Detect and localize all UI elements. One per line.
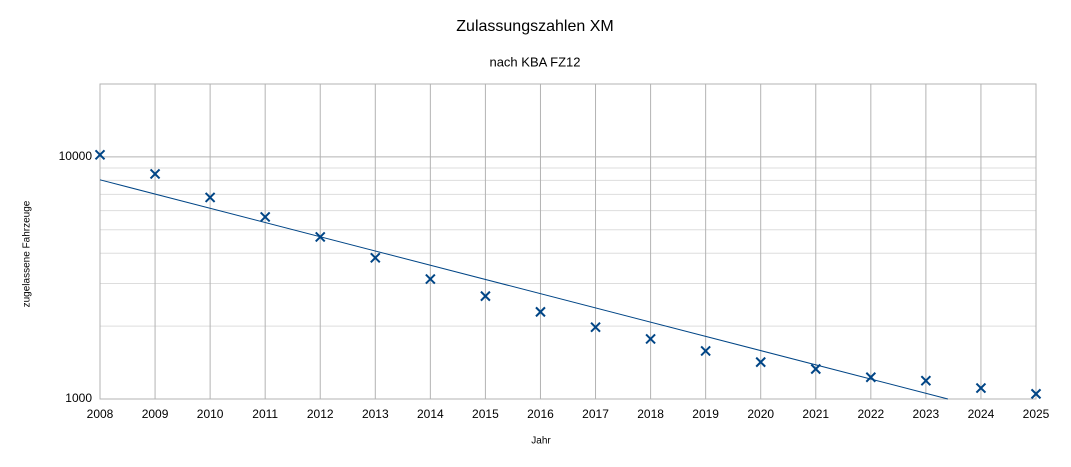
marker-stroke xyxy=(1030,388,1042,400)
marker-stroke xyxy=(975,382,987,394)
data-point xyxy=(865,372,877,383)
data-point xyxy=(810,363,821,375)
data-point xyxy=(975,382,987,394)
chart-title: Zulassungszahlen XM xyxy=(456,18,613,35)
chart-subtitle: nach KBA FZ12 xyxy=(489,54,580,69)
data-point xyxy=(149,168,161,180)
marker-stroke xyxy=(590,321,601,333)
x-axis-label: Jahr xyxy=(531,436,551,447)
marker-stroke xyxy=(370,252,381,264)
marker-stroke xyxy=(865,372,877,383)
x-tick-label: 2019 xyxy=(692,407,719,421)
x-tick-label: 2021 xyxy=(802,407,829,421)
x-tick-label: 2025 xyxy=(1023,407,1050,421)
x-tick-label: 2015 xyxy=(472,407,499,421)
x-tick-label: 2018 xyxy=(637,407,664,421)
marker-stroke xyxy=(920,375,932,386)
data-point xyxy=(920,375,932,386)
x-tick-label: 2024 xyxy=(968,407,995,421)
marker-stroke xyxy=(645,333,656,345)
data-point xyxy=(259,211,271,223)
x-tick-label: 2014 xyxy=(417,407,444,421)
marker-stroke xyxy=(480,290,491,302)
x-tick-label: 2011 xyxy=(252,407,278,421)
x-tick-label: 2017 xyxy=(582,407,609,421)
marker-stroke xyxy=(700,345,711,357)
data-point xyxy=(480,290,491,302)
x-tick-label: 2010 xyxy=(197,407,224,421)
x-tick-label: 2013 xyxy=(362,407,389,421)
plot-frame xyxy=(99,83,1037,400)
data-point xyxy=(1030,388,1042,400)
data-point xyxy=(315,231,326,243)
marker-stroke xyxy=(149,168,161,180)
x-tick-label: 2022 xyxy=(857,407,884,421)
data-point xyxy=(590,321,601,333)
data-point xyxy=(700,345,711,357)
x-tick-label: 2023 xyxy=(913,407,940,421)
data-point xyxy=(645,333,656,345)
data-point xyxy=(204,192,216,203)
data-point xyxy=(535,306,546,318)
marker-stroke xyxy=(810,363,821,375)
y-tick-label: 10000 xyxy=(59,149,93,163)
x-tick-label: 2012 xyxy=(307,407,334,421)
data-point xyxy=(94,149,106,161)
y-tick-label: 1000 xyxy=(65,391,92,405)
marker-stroke xyxy=(315,231,326,243)
trend-line xyxy=(99,179,949,400)
x-tick-label: 2008 xyxy=(87,407,114,421)
data-point xyxy=(425,273,436,285)
marker-stroke xyxy=(259,211,271,223)
data-point xyxy=(370,252,381,264)
x-tick-label: 2016 xyxy=(527,407,554,421)
x-tick-label: 2009 xyxy=(142,407,169,421)
marker-stroke xyxy=(425,273,436,285)
data-point xyxy=(755,356,766,368)
marker-stroke xyxy=(94,149,106,161)
marker-stroke xyxy=(204,192,216,203)
x-tick-label: 2020 xyxy=(747,407,774,421)
y-axis-label: zugelassene Fahrzeuge xyxy=(22,200,33,307)
marker-stroke xyxy=(755,356,766,368)
marker-stroke xyxy=(535,306,546,318)
